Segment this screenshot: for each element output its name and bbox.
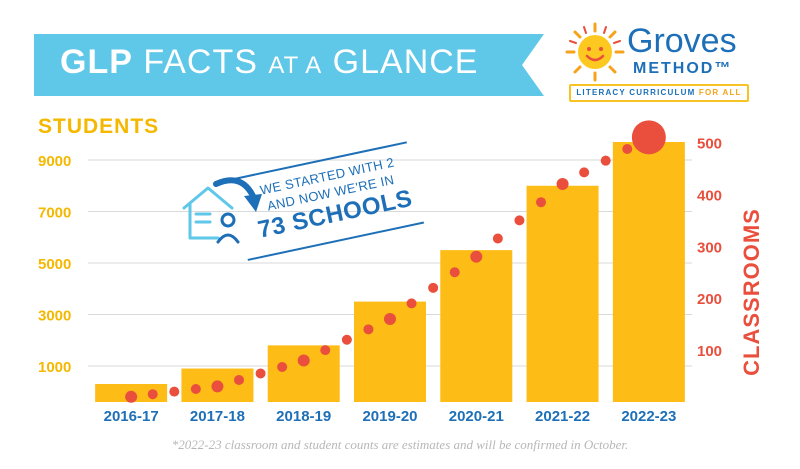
classroom-trail-dot-22 <box>600 155 611 166</box>
bar-2022-23 <box>612 142 685 402</box>
classroom-trail-dot-18 <box>514 215 525 226</box>
classroom-point-2018-19 <box>297 354 310 367</box>
classroom-trail-dot-2 <box>169 386 180 397</box>
classroom-trail-dot-5 <box>234 374 244 385</box>
classroom-trail-dot-7 <box>277 361 288 372</box>
y-tick-left-1000: 1000 <box>38 359 71 376</box>
x-tick-2022-23: 2022-23 <box>621 408 676 425</box>
classroom-point-2020-21 <box>470 250 483 263</box>
classroom-trail-dot-3 <box>190 384 201 395</box>
classroom-trail-dot-1 <box>147 389 158 400</box>
logo-subtitle: METHOD™ <box>633 60 733 77</box>
classroom-trail-dot-21 <box>579 167 590 178</box>
classroom-trail-dot-9 <box>320 345 331 356</box>
bar-2021-22 <box>526 185 599 402</box>
x-tick-2017-18: 2017-18 <box>190 408 245 425</box>
classroom-trail-dot-13 <box>406 298 417 309</box>
title-word-glp: GLP <box>60 43 133 81</box>
y-tick-left-9000: 9000 <box>38 153 71 170</box>
x-tick-2018-19: 2018-19 <box>276 408 331 425</box>
y-tick-left-3000: 3000 <box>38 307 71 324</box>
y-tick-right-300: 300 <box>697 239 722 256</box>
logo-tagline-accent: FOR ALL <box>698 88 742 97</box>
title-word-facts: FACTS <box>143 43 258 81</box>
logo-tagline: LITERACY CURRICULUM FOR ALL <box>569 84 749 102</box>
y-tick-right-500: 500 <box>697 136 722 153</box>
curved-arrow-icon <box>213 177 262 212</box>
classroom-trail-dot-19 <box>536 197 546 208</box>
banner-ribbon <box>34 34 544 96</box>
y-tick-left-7000: 7000 <box>38 205 71 222</box>
school-house-icon <box>182 186 240 244</box>
groves-method-logo: Groves METHOD™ LITERACY CURRICULUM FOR A… <box>565 22 765 102</box>
bar-2018-19 <box>267 345 340 402</box>
y-tick-right-400: 400 <box>697 187 722 204</box>
x-tick-2021-22: 2021-22 <box>535 408 590 425</box>
classroom-trail-dot-11 <box>363 324 374 335</box>
classroom-trail-dot-23 <box>622 144 633 155</box>
classroom-point-2022-23 <box>631 120 666 155</box>
classroom-trail-dot-10 <box>341 334 352 345</box>
y-tick-right-200: 200 <box>697 291 722 308</box>
title-banner: GLP FACTS AT A GLANCE <box>34 34 544 96</box>
classroom-trail-dot-14 <box>428 282 439 293</box>
footnote: *2022-23 classroom and student counts ar… <box>171 437 629 452</box>
classroom-point-2017-18 <box>211 380 224 393</box>
title-word-at-a: AT A <box>268 52 323 79</box>
logo-name: Groves <box>627 22 737 60</box>
classroom-point-2019-20 <box>384 312 396 325</box>
page-title: GLP FACTS AT A GLANCE <box>60 43 478 82</box>
classroom-point-2021-22 <box>556 178 569 191</box>
title-word-glance: GLANCE <box>332 43 479 81</box>
classroom-trail-dot-17 <box>492 233 503 244</box>
x-tick-2016-17: 2016-17 <box>104 408 159 425</box>
classroom-trail-dot-15 <box>449 267 460 278</box>
y-tick-left-5000: 5000 <box>38 256 71 273</box>
y-axis-left-label: STUDENTS <box>38 115 160 138</box>
logo-tagline-main: LITERACY CURRICULUM <box>576 88 696 97</box>
y-tick-right-100: 100 <box>697 343 722 360</box>
classroom-point-2016-17 <box>125 390 138 403</box>
x-tick-2019-20: 2019-20 <box>362 408 417 425</box>
classroom-trail-dot-6 <box>255 368 266 379</box>
smiling-sun-icon <box>565 22 625 82</box>
x-tick-2020-21: 2020-21 <box>449 408 504 425</box>
